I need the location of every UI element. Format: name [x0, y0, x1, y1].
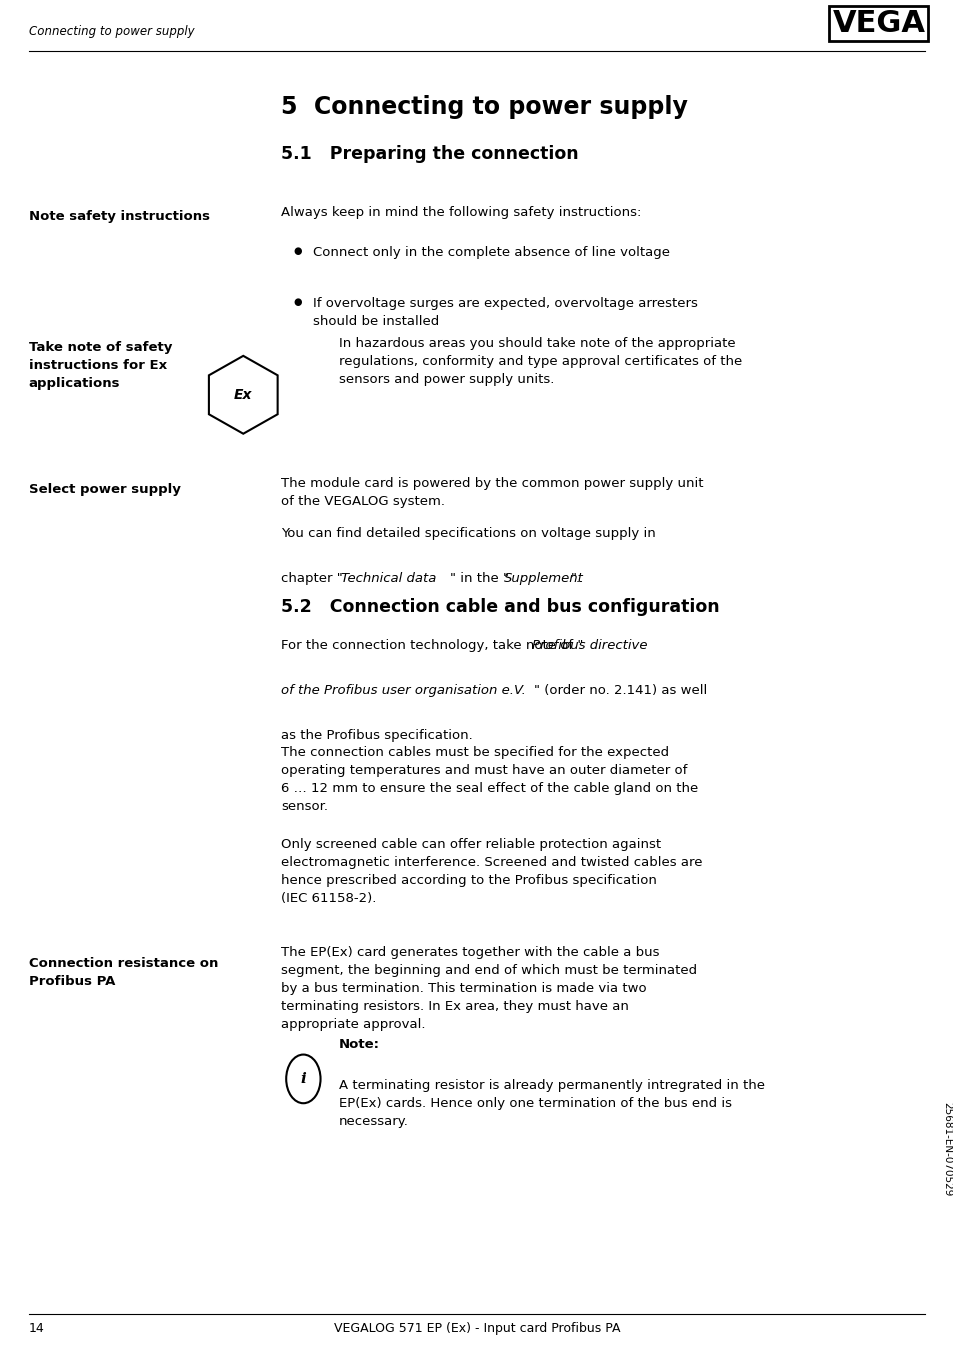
Text: Technical data: Technical data [341, 572, 436, 585]
Text: as the Profibus specification.: as the Profibus specification. [281, 729, 473, 742]
Text: In hazardous areas you should take note of the appropriate
regulations, conformi: In hazardous areas you should take note … [338, 337, 741, 385]
Text: 5.1   Preparing the connection: 5.1 Preparing the connection [281, 145, 578, 162]
Text: The EP(Ex) card generates together with the cable a bus
segment, the beginning a: The EP(Ex) card generates together with … [281, 946, 697, 1032]
Text: Take note of safety
instructions for Ex
applications: Take note of safety instructions for Ex … [29, 341, 172, 389]
Text: VEGA: VEGA [832, 9, 924, 38]
Text: You can find detailed specifications on voltage supply in: You can find detailed specifications on … [281, 527, 656, 541]
Text: A terminating resistor is already permanently intregrated in the
EP(Ex) cards. H: A terminating resistor is already perman… [338, 1079, 764, 1128]
Text: ●: ● [294, 246, 302, 256]
Text: chapter ": chapter " [281, 572, 343, 585]
Text: Only screened cable can offer reliable protection against
electromagnetic interf: Only screened cable can offer reliable p… [281, 838, 702, 906]
Text: Always keep in mind the following safety instructions:: Always keep in mind the following safety… [281, 206, 641, 219]
Text: i: i [300, 1072, 306, 1086]
Text: The connection cables must be specified for the expected
operating temperatures : The connection cables must be specified … [281, 746, 698, 814]
Text: The module card is powered by the common power supply unit
of the VEGALOG system: The module card is powered by the common… [281, 477, 703, 508]
Text: Connect only in the complete absence of line voltage: Connect only in the complete absence of … [313, 246, 669, 260]
Text: 5  Connecting to power supply: 5 Connecting to power supply [281, 95, 687, 119]
Text: If overvoltage surges are expected, overvoltage arresters
should be installed: If overvoltage surges are expected, over… [313, 297, 697, 329]
Text: " (order no. 2.141) as well: " (order no. 2.141) as well [534, 684, 707, 698]
Text: Note:: Note: [338, 1038, 379, 1052]
Text: Connection resistance on
Profibus PA: Connection resistance on Profibus PA [29, 957, 218, 988]
Text: 25681-EN-070529: 25681-EN-070529 [942, 1102, 951, 1197]
Text: Profibus directive: Profibus directive [532, 639, 647, 653]
Text: Connecting to power supply: Connecting to power supply [29, 24, 194, 38]
Text: VEGALOG 571 EP (Ex) - Input card Profibus PA: VEGALOG 571 EP (Ex) - Input card Profibu… [334, 1322, 619, 1336]
Text: ".: ". [570, 572, 580, 585]
Text: ●: ● [294, 297, 302, 307]
Text: Note safety instructions: Note safety instructions [29, 210, 210, 223]
Text: of the Profibus user organisation e.V.: of the Profibus user organisation e.V. [281, 684, 526, 698]
Text: Supplement: Supplement [503, 572, 583, 585]
Text: 5.2   Connection cable and bus configuration: 5.2 Connection cable and bus configurati… [281, 598, 720, 615]
Text: Select power supply: Select power supply [29, 483, 180, 496]
Text: 14: 14 [29, 1322, 45, 1336]
Text: For the connection technology, take note of ": For the connection technology, take note… [281, 639, 583, 653]
Text: " in the ": " in the " [450, 572, 509, 585]
Text: Ex: Ex [233, 388, 253, 402]
